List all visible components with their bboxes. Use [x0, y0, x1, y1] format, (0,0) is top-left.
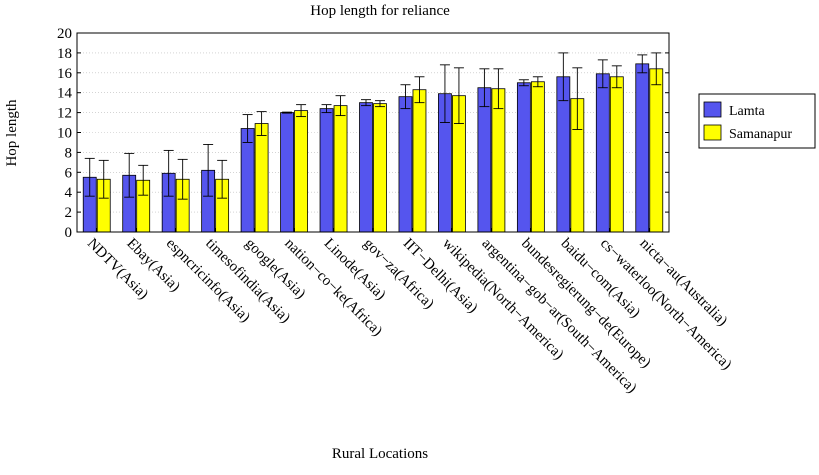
bar-samanapur	[254, 123, 269, 233]
legend-label-samanapur: Samanapur	[729, 127, 792, 142]
bar-lamta	[595, 73, 610, 233]
y-tick-label: 16	[57, 66, 73, 82]
y-axis-ticks: 0 2 4 6 8 10 12 14 16 18 20	[57, 26, 669, 241]
x-axis-label: Rural Locations	[332, 446, 428, 462]
y-tick-label: 4	[65, 185, 73, 201]
legend: Lamta Samanapur	[698, 93, 816, 149]
legend-swatch-lamta	[703, 101, 722, 118]
legend-swatch-samanapur	[703, 124, 722, 141]
y-tick-label: 0	[65, 225, 73, 241]
chart-title: Hop length for reliance	[310, 3, 450, 19]
bar-samanapur	[294, 110, 308, 233]
bar-samanapur	[491, 88, 506, 233]
y-tick-label: 14	[57, 86, 73, 102]
bar-lamta	[477, 87, 492, 233]
y-tick-label: 20	[57, 26, 72, 42]
bar-lamta	[240, 128, 255, 233]
y-tick-label: 8	[65, 145, 73, 161]
bars	[82, 63, 664, 233]
bar-samanapur	[530, 81, 545, 233]
y-tick-label: 6	[65, 165, 73, 181]
bar-samanapur	[412, 89, 427, 233]
bar-lamta	[319, 108, 334, 233]
bar-lamta	[398, 96, 413, 233]
legend-label-lamta: Lamta	[729, 104, 766, 119]
y-tick-label: 2	[65, 205, 73, 221]
bar-lamta	[516, 82, 531, 233]
bar-samanapur	[373, 103, 387, 233]
bar-lamta	[280, 112, 294, 233]
y-tick-label: 10	[57, 126, 72, 142]
y-axis-label: Hop length	[4, 99, 20, 167]
bar-samanapur	[649, 68, 664, 233]
bar-samanapur	[333, 105, 348, 233]
x-axis-ticks: NDTV(Asia)Ebay(Asia)espncricinfo(Asia)ti…	[84, 228, 735, 397]
bar-samanapur	[609, 76, 624, 233]
bar-lamta	[635, 63, 650, 233]
y-tick-label: 12	[57, 106, 72, 122]
y-tick-label: 18	[57, 46, 72, 62]
bar-lamta	[359, 102, 373, 233]
error-bars	[84, 52, 662, 200]
